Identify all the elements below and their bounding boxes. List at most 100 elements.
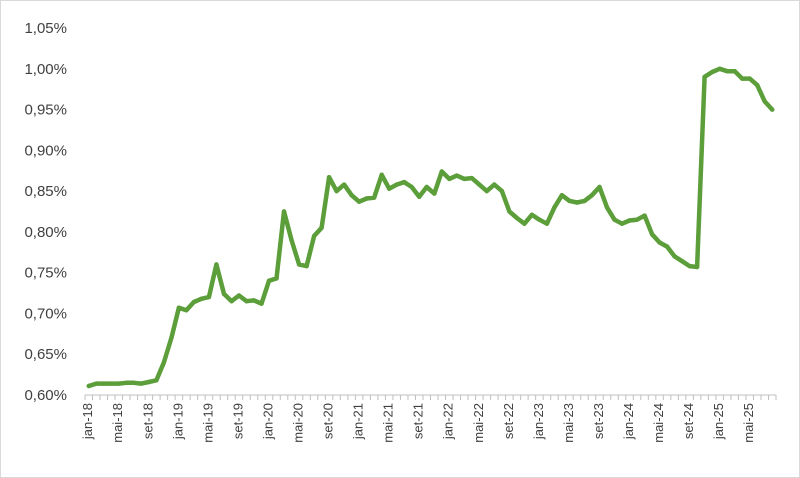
data-point bbox=[229, 299, 234, 304]
data-point bbox=[206, 294, 212, 300]
data-point bbox=[417, 194, 422, 199]
data-point bbox=[139, 381, 144, 386]
x-tick-label: jan-18 bbox=[80, 403, 95, 440]
x-tick-label: mai-24 bbox=[651, 403, 666, 443]
data-point bbox=[710, 69, 715, 75]
data-point bbox=[582, 198, 587, 204]
x-tick-label: set-19 bbox=[230, 403, 245, 439]
y-tick-label: 0,70% bbox=[24, 305, 67, 322]
data-point bbox=[492, 182, 497, 187]
data-point bbox=[86, 383, 92, 389]
data-point bbox=[394, 182, 399, 187]
data-point bbox=[259, 301, 264, 306]
data-point bbox=[447, 176, 452, 182]
data-point bbox=[694, 264, 700, 270]
data-point bbox=[612, 217, 617, 222]
y-axis: 0,60% 0,65% 0,70% 0,75% 0,80% 0,85% 0,90% 0,95%… bbox=[24, 20, 67, 404]
data-point bbox=[311, 233, 317, 239]
x-tick-label: mai-20 bbox=[290, 403, 305, 443]
data-point bbox=[597, 184, 602, 190]
data-point bbox=[387, 186, 392, 191]
data-point bbox=[672, 254, 677, 259]
y-tick-label: 0,95% bbox=[24, 102, 67, 119]
data-point bbox=[770, 107, 775, 112]
data-point bbox=[289, 237, 294, 243]
y-tick-label: 1,00% bbox=[24, 61, 67, 78]
data-point bbox=[627, 218, 632, 223]
data-point bbox=[544, 221, 550, 226]
data-point bbox=[762, 99, 767, 104]
x-tick-label: jan-22 bbox=[441, 403, 456, 440]
data-point bbox=[462, 176, 467, 182]
data-point bbox=[619, 221, 625, 226]
data-point bbox=[432, 191, 437, 196]
x-tick-label: set-24 bbox=[681, 403, 696, 439]
x-tick-label: mai-18 bbox=[110, 403, 125, 443]
data-point bbox=[574, 200, 580, 205]
data-point bbox=[236, 293, 242, 298]
data-point bbox=[326, 175, 332, 180]
data-point bbox=[304, 263, 309, 269]
data-point bbox=[559, 193, 565, 198]
data-point bbox=[717, 66, 722, 72]
data-point bbox=[755, 82, 760, 88]
data-point bbox=[319, 225, 324, 230]
data-point bbox=[477, 182, 482, 187]
x-tick-label: jan-20 bbox=[260, 403, 275, 440]
data-point bbox=[499, 188, 505, 194]
data-point bbox=[169, 335, 174, 341]
data-point bbox=[402, 179, 407, 185]
y-tick-label: 0,90% bbox=[24, 142, 67, 159]
data-point bbox=[702, 74, 707, 80]
data-point bbox=[372, 195, 377, 200]
data-point bbox=[732, 69, 737, 74]
data-point bbox=[379, 172, 384, 177]
y-tick-label: 0,80% bbox=[24, 224, 67, 241]
x-tick-label: set-20 bbox=[321, 403, 336, 439]
data-point bbox=[507, 209, 512, 214]
data-point bbox=[214, 262, 219, 267]
x-tick-label: mai-25 bbox=[741, 403, 756, 443]
data-point bbox=[589, 193, 595, 198]
x-tick-label: set-22 bbox=[501, 403, 516, 439]
x-tick-label: jan-24 bbox=[621, 403, 636, 440]
data-point bbox=[334, 188, 339, 194]
data-point bbox=[687, 263, 692, 269]
data-point bbox=[725, 69, 730, 74]
data-point bbox=[679, 259, 685, 264]
data-point bbox=[664, 244, 670, 249]
data-point bbox=[176, 305, 182, 310]
y-tick-label: 0,65% bbox=[24, 346, 67, 363]
series-line bbox=[86, 66, 775, 389]
data-point bbox=[266, 278, 272, 283]
x-tick-label: set-23 bbox=[591, 403, 606, 439]
data-point bbox=[634, 217, 640, 222]
data-point bbox=[424, 184, 429, 190]
data-point bbox=[124, 380, 129, 385]
data-point bbox=[191, 299, 197, 305]
data-point bbox=[101, 381, 107, 386]
data-point bbox=[657, 240, 662, 245]
data-point bbox=[349, 193, 354, 198]
data-point bbox=[109, 381, 114, 386]
x-tick-label: set-18 bbox=[140, 403, 155, 439]
data-point bbox=[604, 205, 610, 210]
data-point bbox=[251, 298, 257, 303]
x-tick-label: set-21 bbox=[411, 403, 426, 439]
data-point bbox=[131, 380, 136, 385]
data-point bbox=[154, 378, 159, 383]
data-point bbox=[649, 232, 655, 237]
y-tick-label: 1,05% bbox=[24, 20, 67, 37]
data-point bbox=[161, 360, 167, 365]
y-tick-label: 0,60% bbox=[24, 387, 67, 404]
data-point bbox=[740, 76, 745, 81]
data-point bbox=[94, 381, 99, 386]
data-point bbox=[184, 308, 189, 313]
data-point bbox=[514, 215, 520, 221]
data-point bbox=[469, 175, 474, 181]
data-point bbox=[296, 262, 302, 267]
x-tick-label: jan-25 bbox=[711, 403, 726, 440]
data-point bbox=[281, 209, 287, 214]
